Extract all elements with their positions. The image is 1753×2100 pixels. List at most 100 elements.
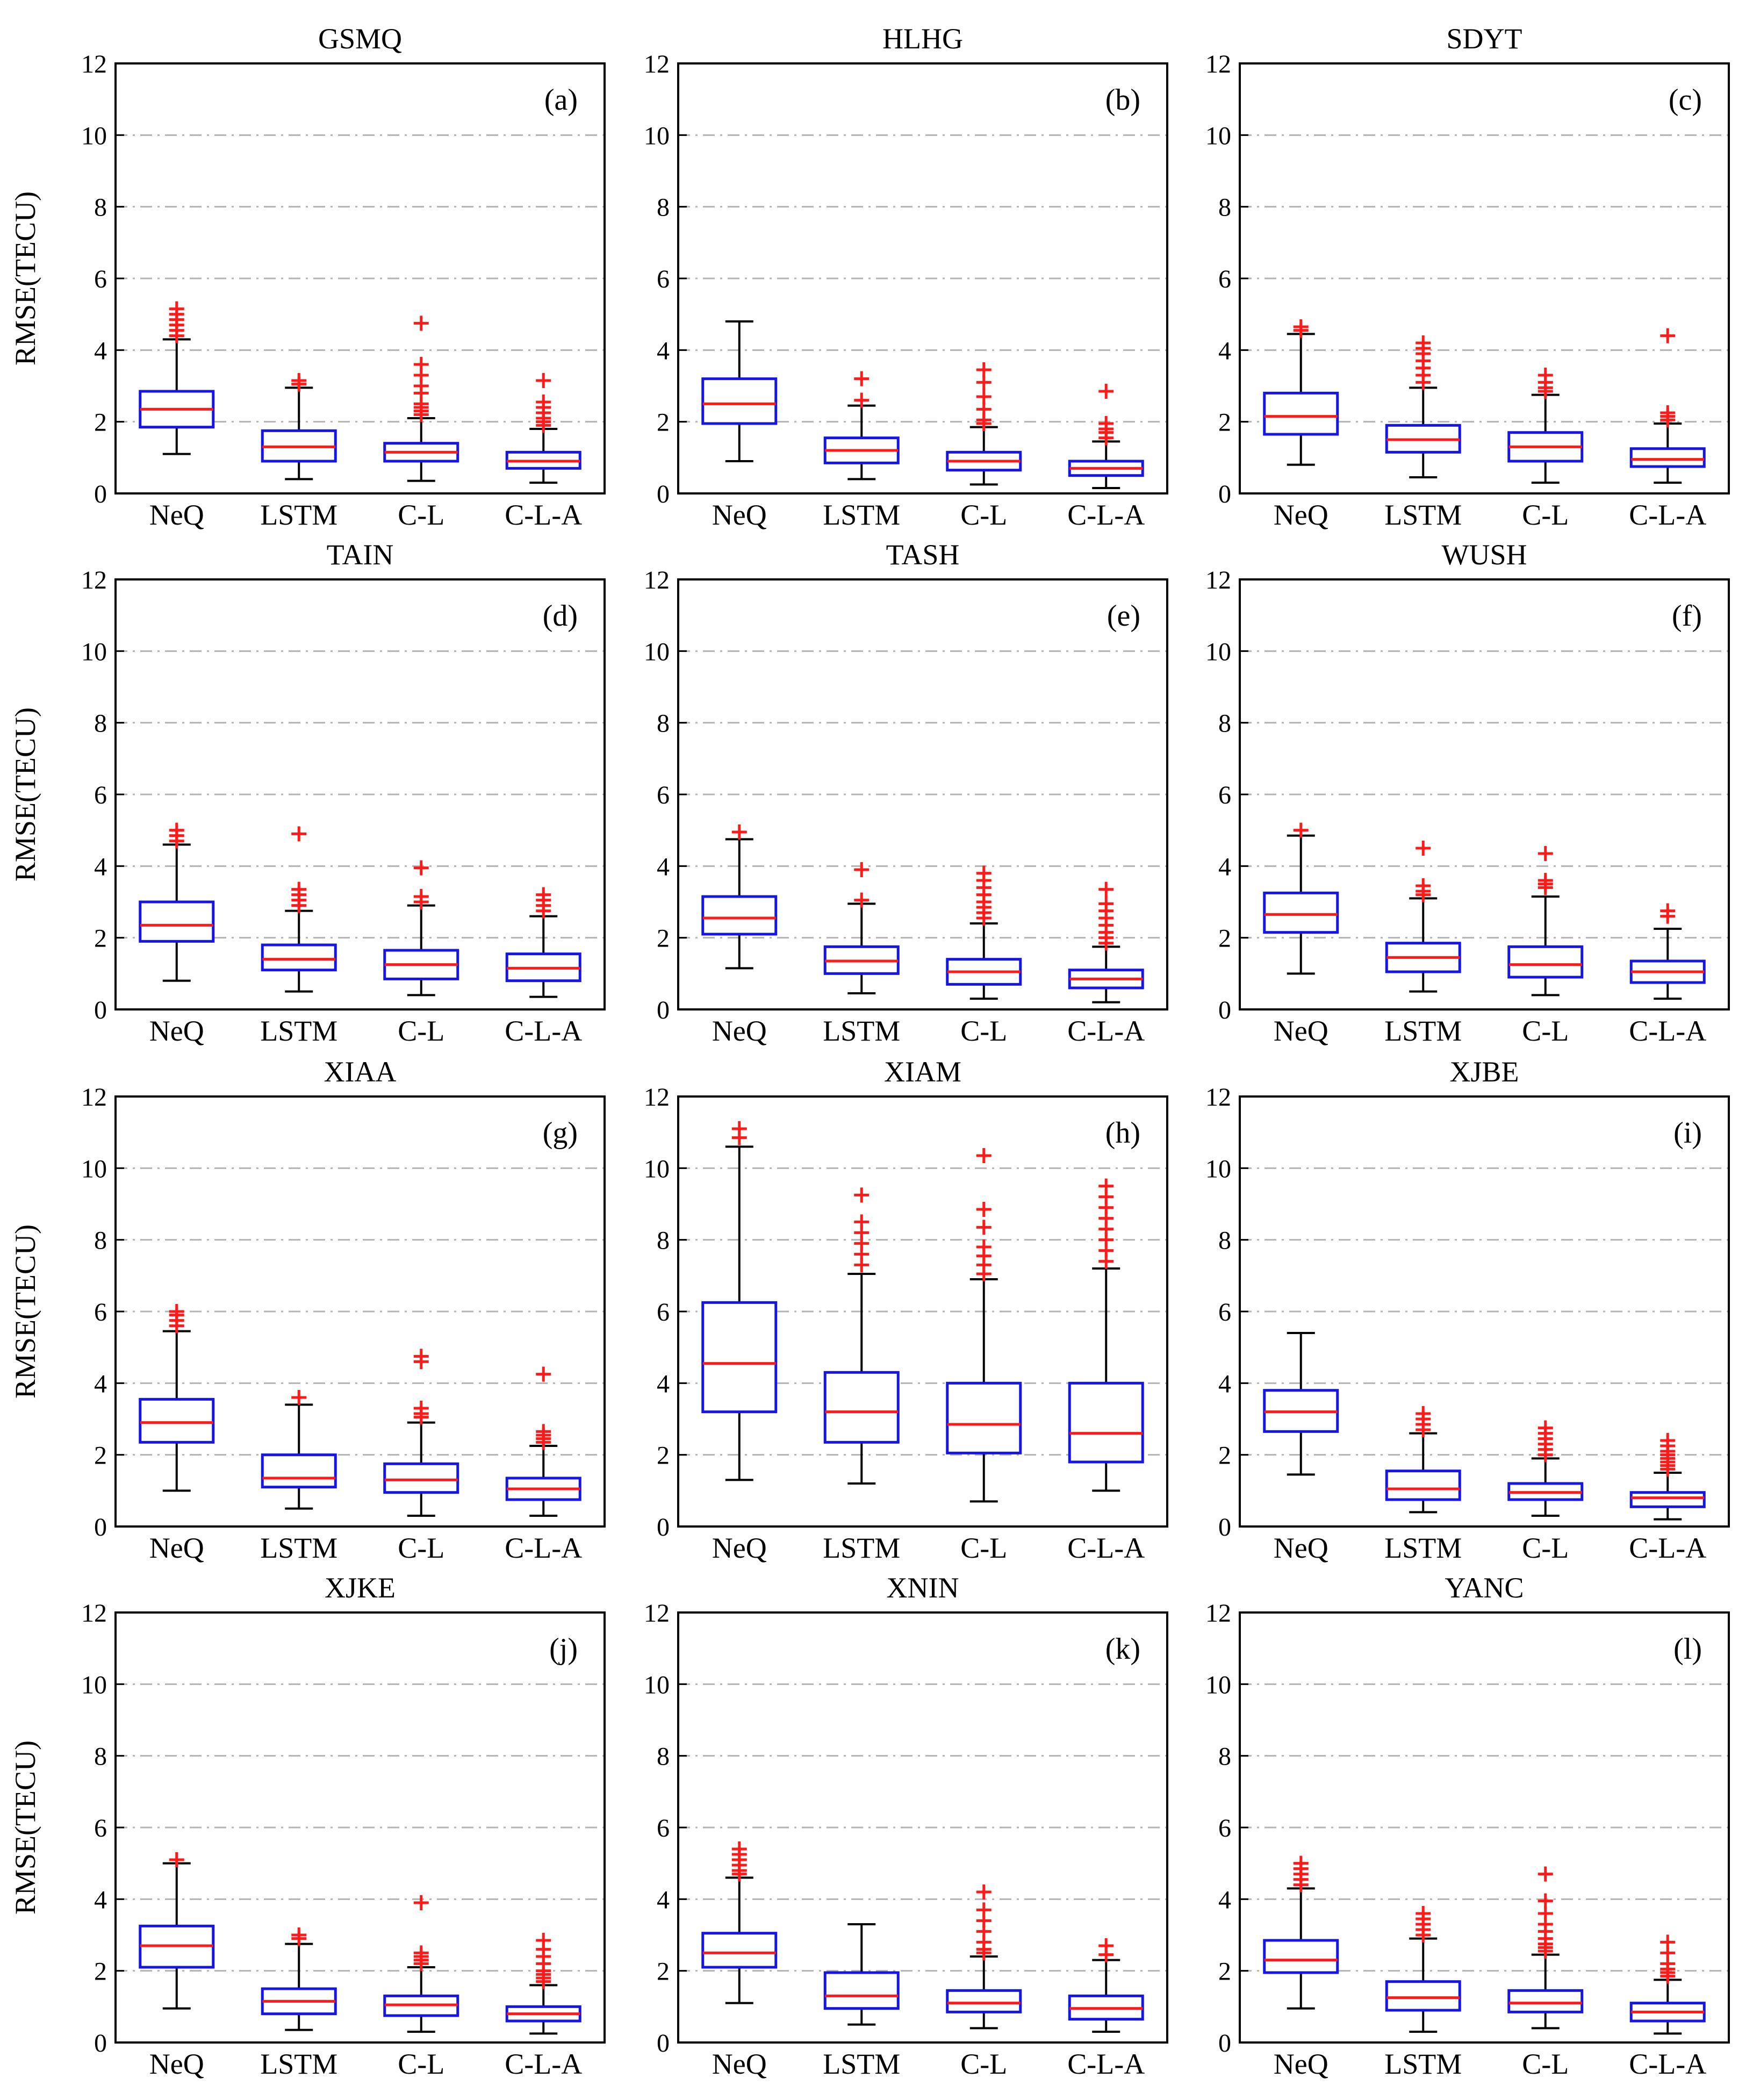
y-tick-label: 10 <box>81 637 107 666</box>
x-tick-label: NeQ <box>1274 1532 1328 1564</box>
outlier-marker <box>1098 416 1114 431</box>
box-c-l <box>1507 368 1584 484</box>
y-tick-label: 2 <box>1218 924 1231 953</box>
x-tick-label: C-L <box>1522 1532 1569 1564</box>
x-tick-label: NeQ <box>712 499 767 531</box>
outlier-marker <box>1416 878 1431 893</box>
x-tick-label: NeQ <box>149 499 204 531</box>
y-tick-label: 12 <box>1205 566 1231 594</box>
x-tick-label: LSTM <box>1384 1532 1462 1564</box>
iqr-box <box>1385 1470 1461 1501</box>
panel-tash: 0 2 4 6 8 10 12 TASH (e) NeQ LSTM C-L C-L-A <box>644 539 1168 1047</box>
y-tick-label: 8 <box>94 193 107 222</box>
box-c-l <box>1507 1866 1584 2030</box>
outlier-marker <box>976 1148 992 1163</box>
outlier-marker <box>1098 881 1114 897</box>
box-c-l-a <box>1068 384 1144 489</box>
outlier-marker <box>1538 1420 1553 1436</box>
outlier-marker <box>1098 1178 1114 1194</box>
panel-xnin: 0 2 4 6 8 10 12 XNIN (k) NeQ LSTM C-L C-L-A <box>644 1572 1168 2080</box>
x-tick-label: C-L <box>1522 2048 1569 2080</box>
x-tick-label: LSTM <box>260 499 337 531</box>
x-tick-label: LSTM <box>1384 1015 1462 1047</box>
panel-label: (f) <box>1672 599 1702 633</box>
y-tick-label: 4 <box>94 1886 107 1914</box>
panel-label: (d) <box>543 599 578 633</box>
outlier-marker <box>1660 903 1676 919</box>
y-tick-label: 6 <box>1218 1814 1231 1843</box>
panel-label: (j) <box>549 1632 578 1666</box>
panel-title: XIAA <box>324 1056 397 1088</box>
outlier-marker <box>1660 1934 1676 1950</box>
outlier-marker <box>169 301 184 317</box>
panel-label: (b) <box>1105 83 1140 117</box>
box-neq <box>139 822 215 982</box>
y-tick-label: 12 <box>644 50 670 78</box>
plot-frame <box>677 1611 1168 2044</box>
plot-frame <box>1239 578 1730 1010</box>
box-lstm <box>823 371 900 481</box>
y-tick-label: 4 <box>1218 1886 1231 1914</box>
y-tick-label: 6 <box>657 1814 670 1843</box>
y-tick-label: 2 <box>657 408 670 437</box>
panel-label: (k) <box>1105 1632 1140 1666</box>
plot-frame <box>114 578 606 1010</box>
x-tick-label: C-L-A <box>505 1015 582 1047</box>
y-tick-label: 12 <box>644 566 670 594</box>
outlier-marker <box>1538 846 1553 861</box>
box-c-l <box>946 1148 1022 1503</box>
box-c-l <box>946 362 1022 486</box>
outlier-marker <box>854 392 870 408</box>
outlier-marker <box>169 1304 184 1319</box>
panel-label: (l) <box>1673 1632 1702 1666</box>
y-tick-label: 12 <box>644 1599 670 1628</box>
box-lstm <box>823 862 900 994</box>
y-tick-label: 2 <box>94 1958 107 1986</box>
x-tick-label: LSTM <box>260 2048 337 2080</box>
panel-xjke: 0 2 4 6 8 10 12 XJKE (j) RMSE(TECU) NeQ LSTM C-L C-L-… <box>9 1572 606 2080</box>
x-tick-label: C-L <box>960 2048 1007 2080</box>
box-c-l <box>383 1349 459 1517</box>
y-tick-label: 2 <box>1218 408 1231 437</box>
iqr-box <box>1385 1980 1461 2012</box>
x-tick-label: C-L-A <box>1629 1015 1706 1047</box>
y-tick-label: 10 <box>81 1671 107 1699</box>
y-tick-label: 10 <box>81 121 107 150</box>
outlier-marker <box>413 889 429 904</box>
y-tick-label: 10 <box>1205 1671 1231 1699</box>
y-tick-label: 8 <box>1218 193 1231 222</box>
y-tick-label: 10 <box>1205 1155 1231 1183</box>
plot-frame <box>1239 1095 1730 1528</box>
x-tick-label: C-L-A <box>505 2048 582 2080</box>
box-neq <box>701 1121 778 1481</box>
outlier-marker <box>536 887 551 902</box>
box-neq <box>139 1852 215 2010</box>
box-lstm <box>1385 335 1461 478</box>
outlier-marker <box>169 1852 184 1867</box>
x-tick-label: C-L <box>398 2048 444 2080</box>
y-tick-label: 10 <box>644 637 670 666</box>
x-tick-label: C-L <box>960 1532 1007 1564</box>
y-tick-label: 12 <box>644 1083 670 1112</box>
x-tick-label: C-L-A <box>1067 499 1145 531</box>
panel-title: HLHG <box>882 23 963 55</box>
y-tick-label: 4 <box>94 852 107 881</box>
x-tick-label: C-L-A <box>1067 1015 1145 1047</box>
outlier-marker <box>976 1220 992 1235</box>
iqr-box <box>139 900 215 943</box>
x-tick-label: C-L <box>960 1015 1007 1047</box>
y-axis-label: RMSE(TECU) <box>9 191 41 365</box>
iqr-box <box>701 377 778 425</box>
x-tick-label: NeQ <box>149 2048 204 2080</box>
outlier-marker <box>854 892 870 908</box>
iqr-box <box>701 1301 778 1414</box>
box-c-l <box>946 865 1022 1000</box>
outlier-marker <box>1293 1855 1309 1871</box>
x-tick-label: C-L <box>398 1015 444 1047</box>
panel-label: (c) <box>1669 83 1702 117</box>
y-tick-label: 0 <box>1218 2029 1231 2058</box>
panel-title: SDYT <box>1446 23 1522 55</box>
outlier-marker <box>1538 368 1553 383</box>
box-c-l-a <box>1629 1433 1706 1521</box>
